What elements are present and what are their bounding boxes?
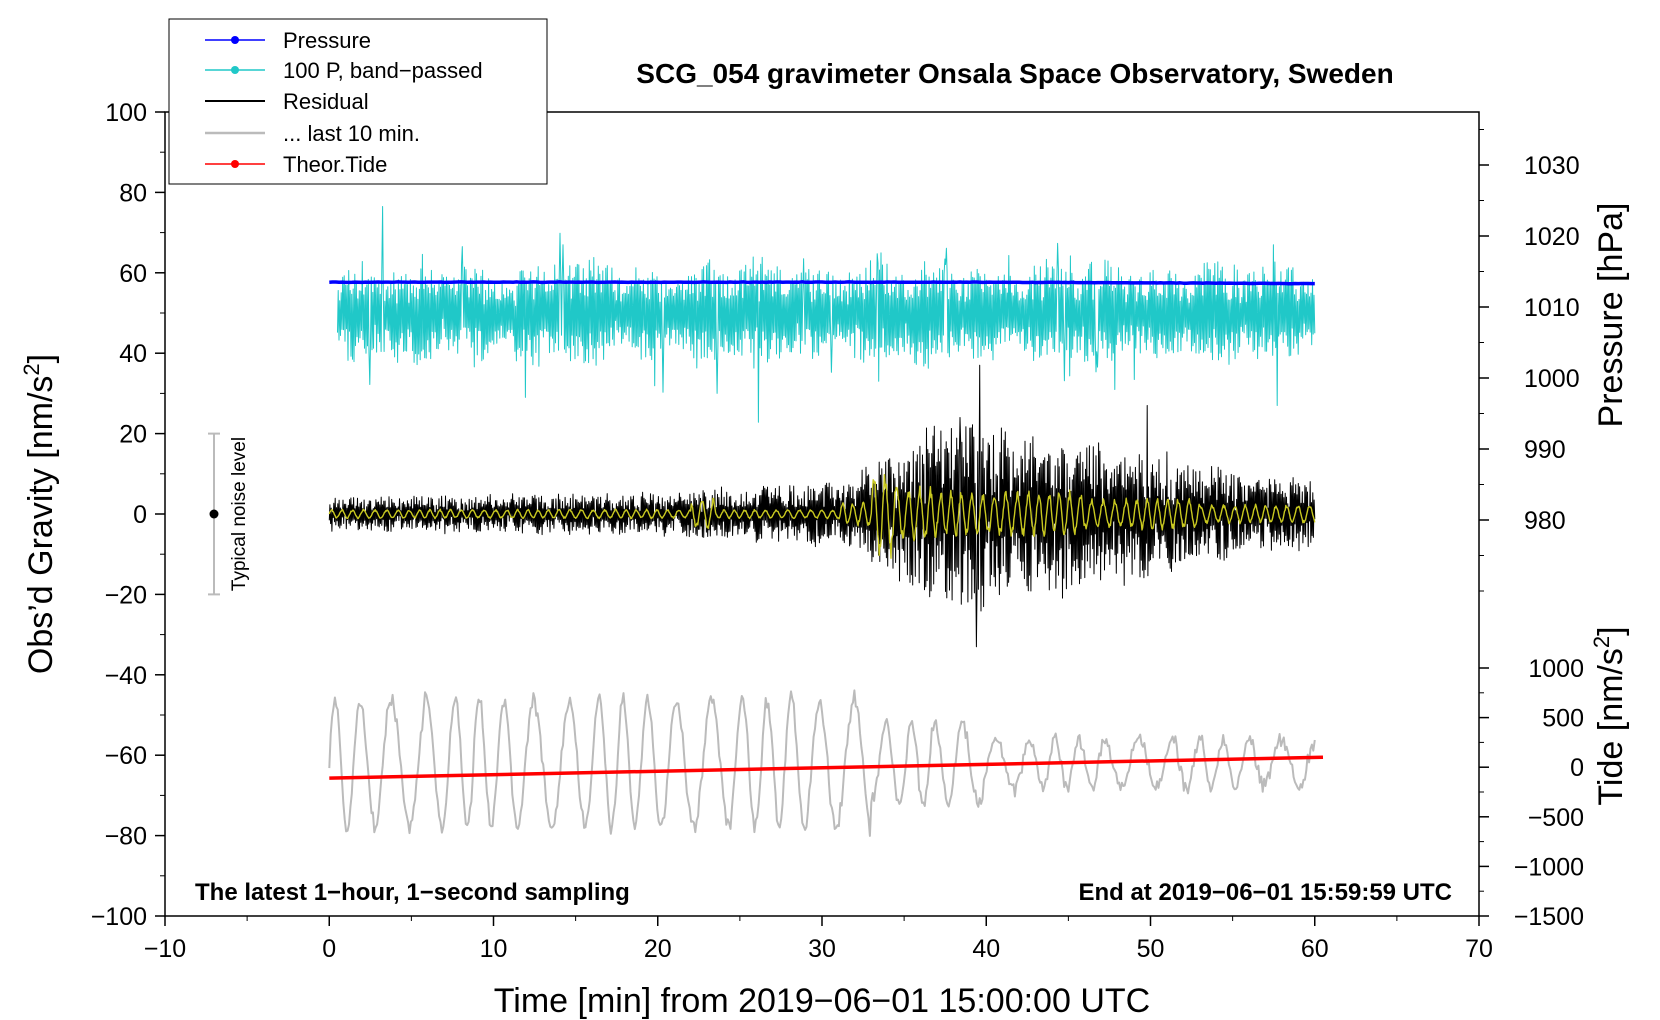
legend-label-theor-tide: Theor.Tide	[283, 152, 387, 177]
legend-item-band-passed: 100 P, band−passed	[205, 58, 483, 83]
legend-marker-theor-tide	[231, 160, 239, 168]
x-tick-label: 70	[1465, 935, 1493, 963]
pressure-tick-label: 1020	[1524, 223, 1580, 251]
legend: Pressure 100 P, band−passed Residual ...…	[168, 18, 548, 185]
series-residual	[328, 364, 1316, 648]
tide-tick-label: −500	[1528, 804, 1584, 832]
ticks-layer: −10 0 10 20 30 40 50 60 70100806040200−20−40−60−…	[91, 99, 1584, 963]
pressure-tick-label: 1000	[1524, 365, 1580, 393]
tide-tick-label: −1500	[1514, 903, 1584, 931]
tide-axis-title: Tide [nm/s2]	[1589, 626, 1630, 805]
y-tick-label: 60	[119, 260, 147, 288]
x-tick-label: 50	[1137, 935, 1165, 963]
x-tick-label: 30	[808, 935, 836, 963]
y-tick-label: −60	[105, 742, 147, 770]
chart-title: SCG_054 gravimeter Onsala Space Observat…	[636, 58, 1393, 89]
legend-label-residual: Residual	[283, 89, 369, 114]
series-last-10-min	[328, 689, 1316, 837]
pressure-axis-title: Pressure [hPa]	[1592, 203, 1630, 428]
x-tick-label: 10	[480, 935, 508, 963]
legend-item-residual: Residual	[205, 89, 369, 114]
noise-bar-center-dot	[209, 509, 219, 519]
x-axis-title: Time [min] from 2019−06−01 15:00:00 UTC	[494, 982, 1150, 1020]
y-tick-label: 0	[133, 501, 147, 529]
legend-label-last-10-min: ... last 10 min.	[283, 121, 420, 146]
x-tick-label: 0	[322, 935, 336, 963]
noise-indicator: Typical noise level	[208, 432, 250, 596]
x-tick-label: 60	[1301, 935, 1329, 963]
y-tick-label: 20	[119, 421, 147, 449]
pressure-tick-label: 1030	[1524, 152, 1580, 180]
tide-tick-label: 0	[1570, 754, 1584, 782]
y-tick-label: 40	[119, 340, 147, 368]
y-tick-label: −40	[105, 662, 147, 690]
tide-tick-label: 500	[1542, 705, 1584, 733]
noise-label: Typical noise level	[229, 437, 250, 591]
note-end-time: End at 2019−06−01 15:59:59 UTC	[1078, 879, 1452, 906]
x-tick-label: 40	[972, 935, 1000, 963]
y-axis-title: Obs’d Gravity [nm/s2]	[19, 354, 60, 674]
legend-marker-band-passed	[231, 66, 239, 74]
series-theor-tide	[329, 755, 1324, 780]
legend-item-last-10-min: ... last 10 min.	[205, 121, 420, 146]
y-tick-label: −20	[105, 581, 147, 609]
legend-item-pressure: Pressure	[205, 28, 371, 53]
pressure-tick-label: 1010	[1524, 294, 1580, 322]
y-tick-label: 80	[119, 179, 147, 207]
tide-axis-title-sup: 2	[1589, 636, 1614, 648]
pressure-tick-label: 980	[1524, 507, 1566, 535]
tide-tick-label: 1000	[1528, 655, 1584, 683]
note-latest-hour: The latest 1−hour, 1−second sampling	[195, 879, 630, 906]
legend-marker-pressure	[231, 36, 239, 44]
tide-tick-label: −1000	[1514, 853, 1584, 881]
series-pressure	[329, 280, 1315, 286]
pressure-tick-label: 990	[1524, 436, 1566, 464]
series-band-passed-pressure	[337, 206, 1316, 423]
y-tick-label: 100	[105, 99, 147, 127]
y-axis-title-sup: 2	[19, 363, 44, 375]
legend-label-pressure: Pressure	[283, 28, 371, 53]
legend-item-theor-tide: Theor.Tide	[205, 152, 387, 177]
y-tick-label: −80	[105, 823, 147, 851]
series-layer	[328, 206, 1324, 837]
legend-label-band-passed: 100 P, band−passed	[283, 58, 483, 83]
x-tick-label: −10	[144, 935, 186, 963]
series-residual-lowpassed	[328, 474, 1316, 559]
y-tick-label: −100	[91, 903, 147, 931]
x-tick-label: 20	[644, 935, 672, 963]
